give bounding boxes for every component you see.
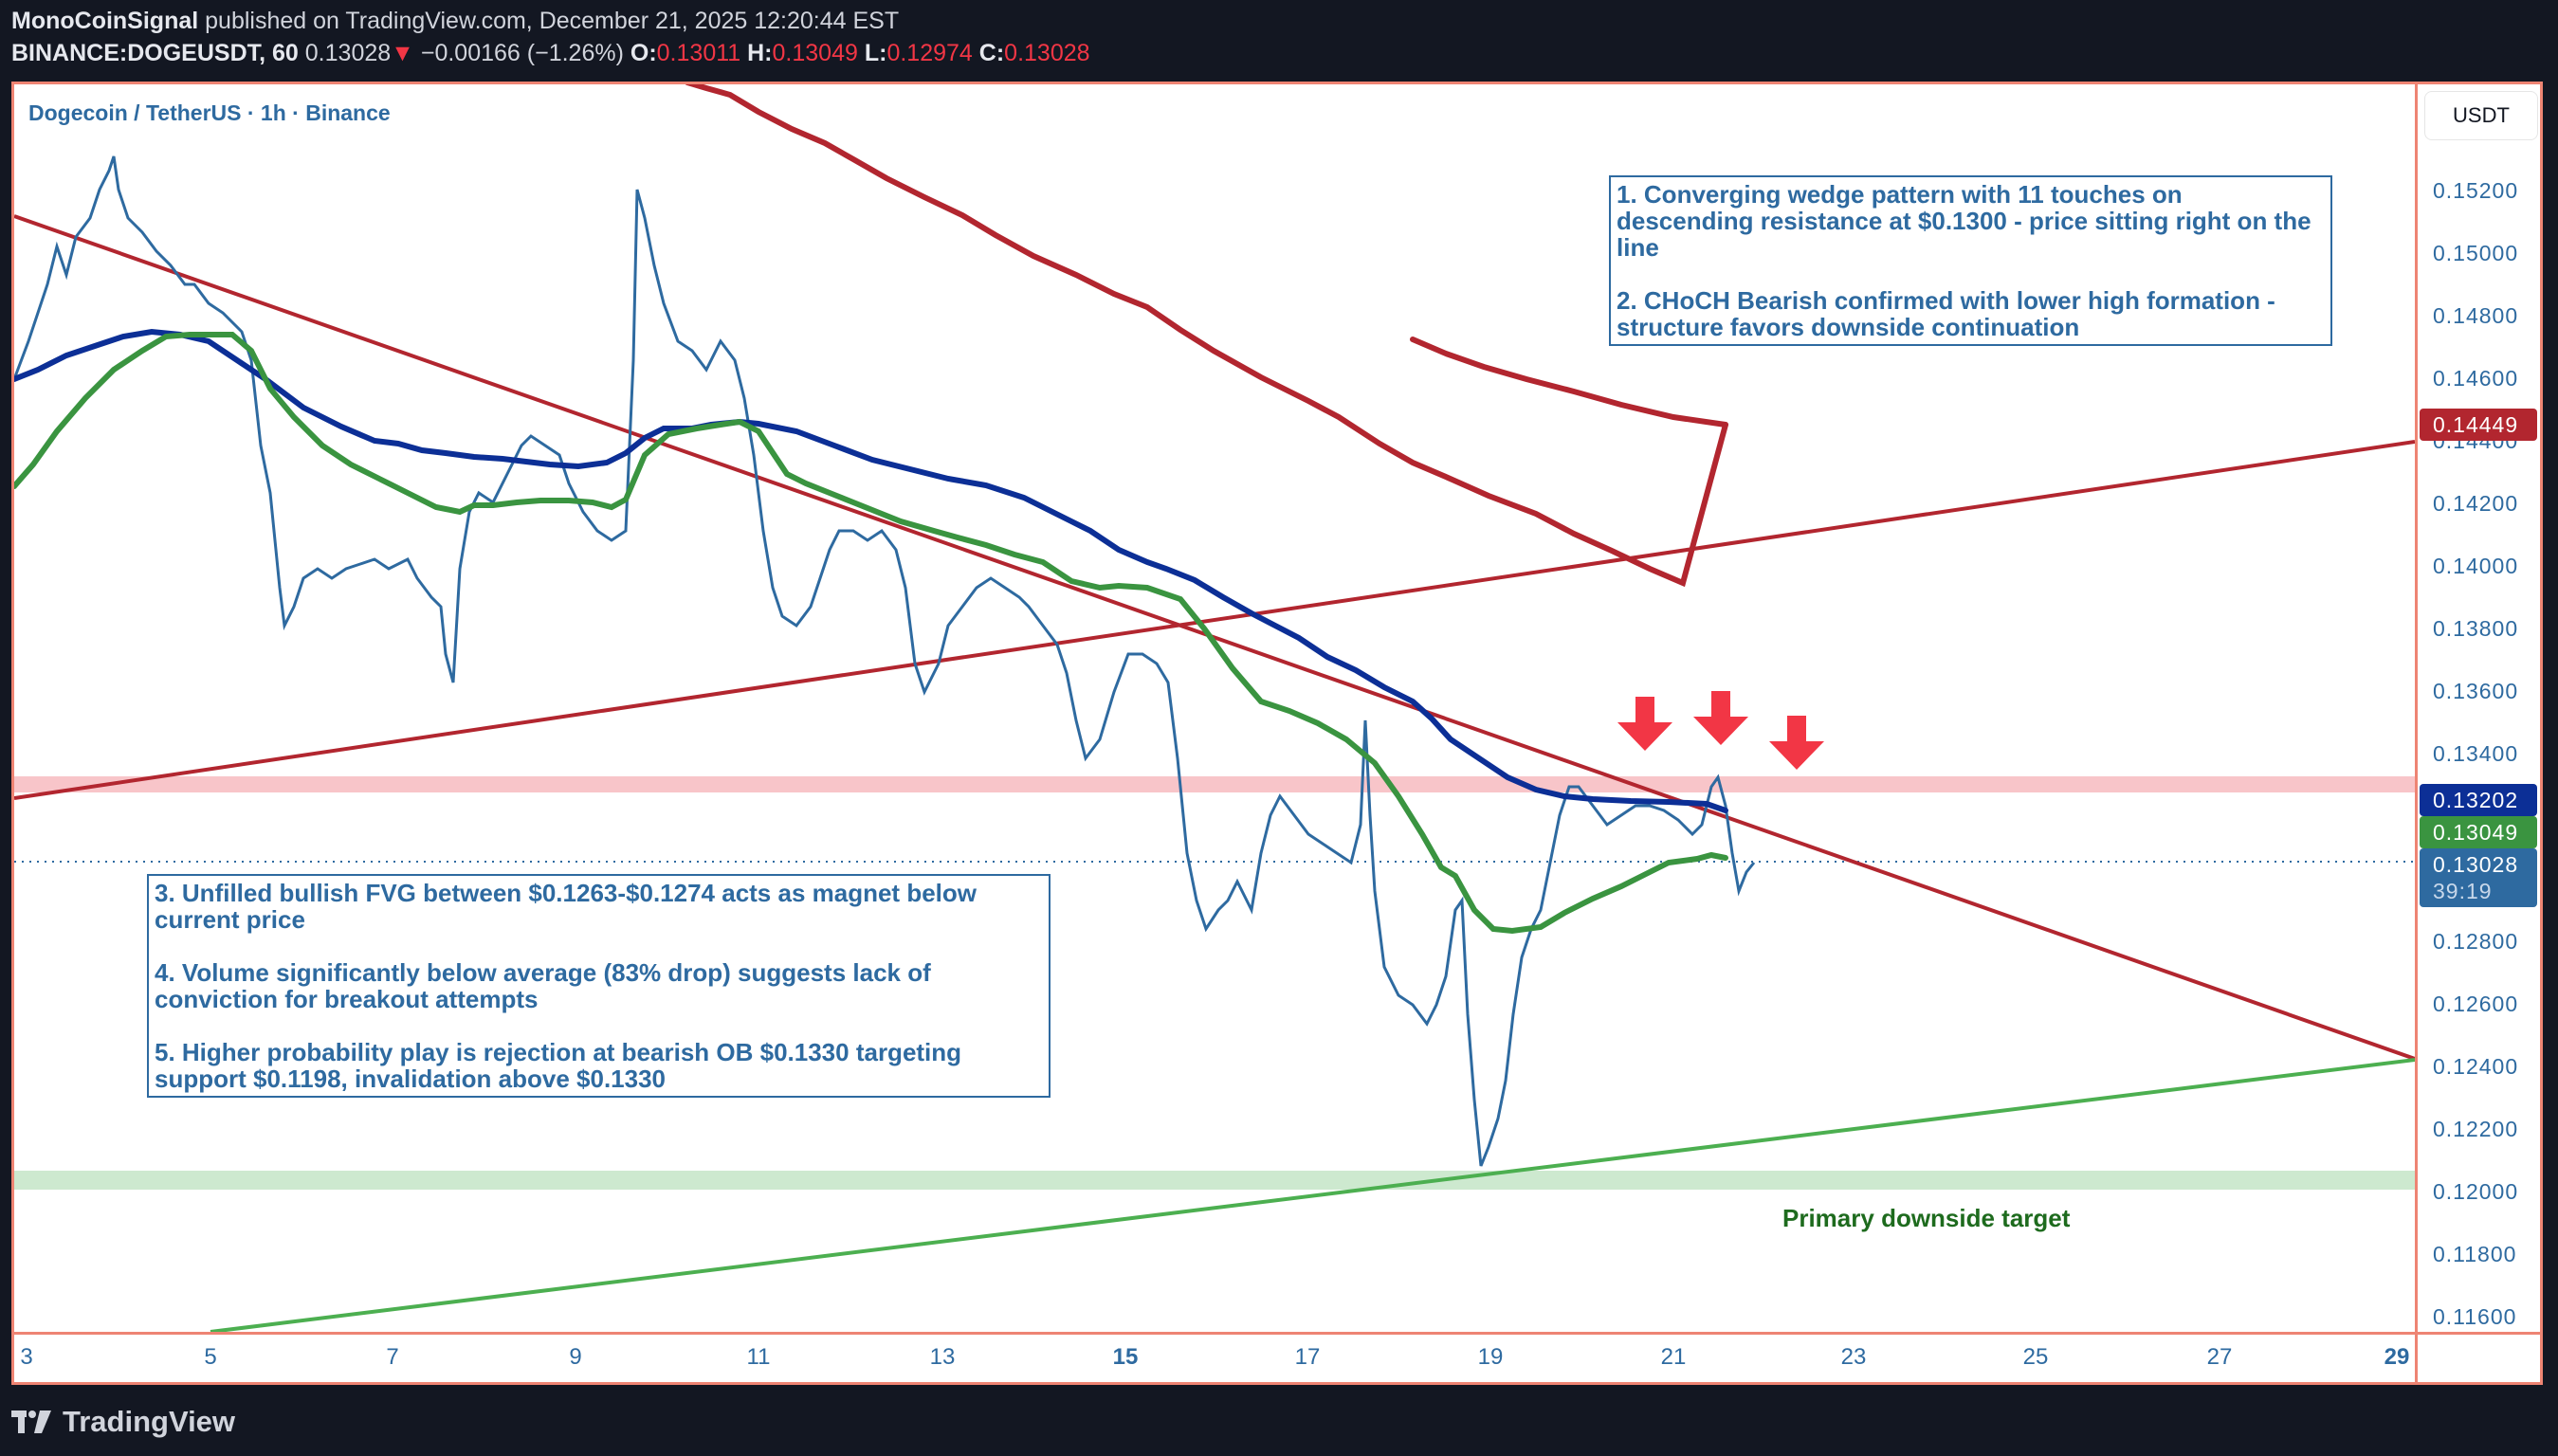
chart-panel[interactable] [11,82,2543,1385]
time-tick: 7 [386,1344,399,1370]
time-tick: 9 [569,1344,582,1370]
price-tick: 0.12400 [2433,1054,2519,1079]
analysis-note-bottom[interactable]: 3. Unfilled bullish FVG between $0.1263-… [147,874,1051,1098]
support-zone[interactable] [14,1171,2415,1190]
time-tick: 27 [2206,1344,2233,1370]
high-value: 0.13049 [772,40,858,66]
price-tick: 0.13800 [2433,616,2519,641]
publish-text: published on TradingView.com, December 2… [205,8,900,34]
note-item: 5. Higher probability play is rejection … [155,1038,962,1093]
symbol-label: BINANCE:DOGEUSDT, 60 [11,40,299,66]
price-tick: 0.11800 [2433,1242,2517,1266]
last-price: 0.13028 [304,40,392,66]
close-value: 0.13028 [1004,40,1090,66]
ascending-red-line[interactable] [14,440,2415,800]
time-tick: 17 [1294,1344,1321,1370]
open-value: 0.13011 [656,40,741,66]
price-axis-divider [2415,82,2418,1385]
author-name[interactable]: MonoCoinSignal [11,8,199,34]
price-change: −0.00166 (−1.26%) [420,40,624,66]
price-tick: 0.15000 [2433,241,2519,265]
time-tick: 15 [1112,1344,1139,1370]
primary-target-label[interactable]: Primary downside target [1782,1204,2071,1232]
low-value: 0.12974 [886,40,973,66]
resistance-zone[interactable] [14,776,2415,792]
note-item: 3. Unfilled bullish FVG between $0.1263-… [155,879,977,934]
down-arrow-icon [1769,716,1824,770]
price-tick: 0.14000 [2433,554,2519,578]
low-label: L: [864,40,887,66]
candlesticks[interactable] [14,155,1756,1167]
analysis-note-top[interactable]: 1. Converging wedge pattern with 11 touc… [1609,175,2332,346]
time-tick: 5 [204,1344,217,1370]
price-tick: 0.14200 [2433,491,2519,516]
price-tick: 0.12600 [2433,992,2519,1016]
price-tick: 0.14600 [2433,366,2519,391]
ascending-support-line[interactable] [210,1058,2415,1332]
tradingview-logo[interactable]: TradingView [11,1405,235,1439]
note-item: 1. Converging wedge pattern with 11 touc… [1617,180,2311,262]
chart-title: Dogecoin / TetherUS · 1h · Binance [28,100,391,125]
down-arrow-icon [1693,691,1748,745]
time-tick: 23 [1840,1344,1867,1370]
note-item: 2. CHoCH Bearish confirmed with lower hi… [1617,286,2275,341]
open-label: O: [630,40,657,66]
bar-countdown: 39:19 [2433,879,2493,903]
time-tick: 13 [929,1344,956,1370]
price-tick: 0.15200 [2433,178,2519,203]
time-tick: 21 [1660,1344,1687,1370]
ma-green-line[interactable] [14,332,1728,935]
ma-200-line-end [1410,337,1728,428]
down-arrow-icon [1617,697,1672,751]
last-price-label: 0.13028 39:19 [2420,848,2537,907]
ma-blue-line[interactable] [14,328,1728,813]
ma-200-price-label: 0.14449 [2420,409,2537,441]
time-axis-divider [11,1332,2543,1335]
price-tick: 0.11600 [2433,1304,2517,1329]
time-tick: 3 [20,1344,33,1370]
note-item: 4. Volume significantly below average (8… [155,958,931,1013]
brand-name: TradingView [63,1405,236,1438]
price-tick: 0.12000 [2433,1179,2519,1204]
close-label: C: [978,40,1005,66]
time-tick: 11 [746,1344,771,1370]
time-tick: 29 [2384,1344,2410,1370]
ma-green-price-label: 0.13049 [2420,816,2537,848]
ohlc-legend: BINANCE:DOGEUSDT, 60 0.13028▼ −0.00166 (… [11,40,1090,67]
tradingview-logo-icon [11,1410,51,1433]
price-tick: 0.13400 [2433,741,2519,766]
descending-resistance-line[interactable] [14,214,2415,1061]
currency-badge[interactable]: USDT [2424,91,2538,140]
price-tick: 0.14800 [2433,303,2519,328]
price-tick: 0.13600 [2433,679,2519,703]
time-tick: 25 [2022,1344,2049,1370]
high-label: H: [747,40,773,66]
ma-blue-price-label: 0.13202 [2420,784,2537,816]
ma-200-line[interactable] [685,82,1728,588]
publish-info: MonoCoinSignal published on TradingView.… [11,8,899,35]
time-tick: 19 [1477,1344,1504,1370]
down-triangle-icon: ▼ [391,40,414,66]
last-price-value: 0.13028 [2433,852,2519,877]
price-tick: 0.12200 [2433,1117,2519,1141]
price-tick: 0.12800 [2433,929,2519,954]
